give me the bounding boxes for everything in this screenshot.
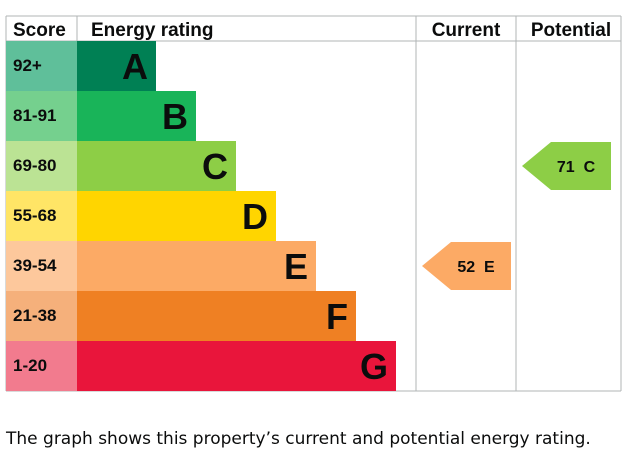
current-rating-label: 52 E bbox=[457, 259, 495, 276]
rating-markers: 52 E 71 C bbox=[422, 142, 611, 290]
score-label-e: 39-54 bbox=[13, 256, 57, 275]
score-cell-d bbox=[6, 191, 77, 241]
score-label-d: 55-68 bbox=[13, 206, 56, 225]
score-label-c: 69-80 bbox=[13, 156, 56, 175]
current-arrow bbox=[422, 242, 511, 290]
rating-bar-a bbox=[77, 41, 156, 91]
header-current: Current bbox=[432, 20, 501, 41]
rating-bar-e bbox=[77, 241, 316, 291]
energy-rating-chart: Score Energy rating Current Potential 92… bbox=[5, 15, 622, 392]
rating-letter-e: E bbox=[284, 246, 308, 287]
rating-letter-c: C bbox=[202, 146, 228, 187]
rating-bar-d bbox=[77, 191, 276, 241]
score-cell-a bbox=[6, 41, 77, 91]
rating-bar-b bbox=[77, 91, 196, 141]
score-cell-f bbox=[6, 291, 77, 341]
potential-rating-label: 71 C bbox=[557, 159, 596, 176]
score-label-g: 1-20 bbox=[13, 356, 47, 375]
rating-letter-b: B bbox=[162, 96, 188, 137]
rating-bar-f bbox=[77, 291, 356, 341]
score-cell-b bbox=[6, 91, 77, 141]
chart-caption: The graph shows this property’s current … bbox=[6, 429, 591, 449]
potential-arrow bbox=[522, 142, 611, 190]
rating-letter-d: D bbox=[242, 196, 268, 237]
score-cell-e bbox=[6, 241, 77, 291]
rating-bar-g bbox=[77, 341, 396, 391]
rating-bands: 92+ A 81-91 B 69-80 C 55-68 D 39-54 E 21-38 F 1-20 G bbox=[6, 41, 396, 391]
rating-letter-g: G bbox=[360, 346, 388, 387]
score-label-b: 81-91 bbox=[13, 106, 56, 125]
score-label-f: 21-38 bbox=[13, 306, 56, 325]
rating-bar-c bbox=[77, 141, 236, 191]
header-potential: Potential bbox=[531, 20, 611, 41]
score-cell-c bbox=[6, 141, 77, 191]
rating-letter-a: A bbox=[122, 46, 148, 87]
header-energy-rating: Energy rating bbox=[91, 20, 213, 41]
score-cell-g bbox=[6, 341, 77, 391]
score-label-a: 92+ bbox=[13, 56, 42, 75]
rating-letter-f: F bbox=[326, 296, 348, 337]
header-score: Score bbox=[13, 20, 66, 41]
